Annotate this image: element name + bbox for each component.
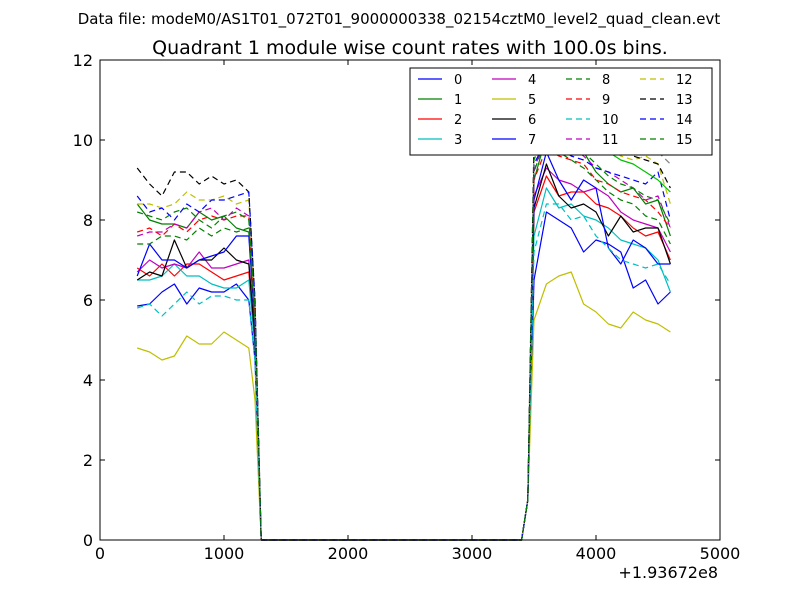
x-tick-label: 0 [95, 544, 105, 563]
series-layer [136, 87, 671, 541]
y-tick-label: 10 [73, 131, 93, 150]
legend-label-9: 9 [602, 93, 610, 108]
series-line-3 [137, 187, 671, 541]
legend-label-12: 12 [676, 73, 693, 88]
legend-label-0: 0 [454, 73, 462, 88]
legend-label-5: 5 [528, 93, 536, 108]
series-line-7 [136, 151, 671, 541]
chart-suptitle: Data file: modeM0/AS1T01_072T01_90000003… [78, 10, 721, 29]
legend-label-13: 13 [676, 93, 693, 108]
x-tick-label: 1000 [204, 544, 245, 563]
x-tick-label: 3000 [452, 544, 493, 563]
x-tick-label: 4000 [576, 544, 617, 563]
y-tick-label: 8 [83, 211, 93, 230]
series-line-0 [137, 211, 671, 541]
legend-label-11: 11 [602, 133, 619, 148]
x-tick-label: 2000 [328, 544, 369, 563]
x-tick-label: 5000 [700, 544, 741, 563]
y-tick-label: 0 [83, 531, 93, 550]
y-tick-label: 6 [83, 291, 93, 310]
series-line-6 [136, 163, 671, 541]
chart-title: Quadrant 1 module wise count rates with … [152, 37, 668, 59]
legend-label-14: 14 [676, 113, 693, 128]
series-line-5 [137, 271, 671, 541]
series-line-4 [136, 167, 671, 541]
legend-box [409, 67, 713, 156]
legend-label-4: 4 [528, 73, 536, 88]
y-tick-label: 2 [83, 451, 93, 470]
legend-label-7: 7 [528, 133, 536, 148]
legend-label-2: 2 [454, 113, 462, 128]
series-line-9 [137, 147, 671, 541]
series-line-2 [136, 175, 671, 541]
series-line-14 [136, 139, 671, 541]
series-line-10 [137, 203, 671, 541]
series-line-13 [136, 99, 671, 541]
series-line-12 [137, 111, 671, 541]
x-offset-label: +1.93672e8 [618, 563, 718, 582]
legend-label-1: 1 [454, 93, 462, 108]
legend-label-8: 8 [602, 73, 610, 88]
legend-label-6: 6 [528, 113, 536, 128]
legend-label-3: 3 [454, 133, 462, 148]
y-tick-label: 12 [73, 51, 93, 70]
y-tick-label: 4 [83, 371, 93, 390]
legend-label-15: 15 [676, 133, 693, 148]
legend-label-10: 10 [602, 113, 619, 128]
